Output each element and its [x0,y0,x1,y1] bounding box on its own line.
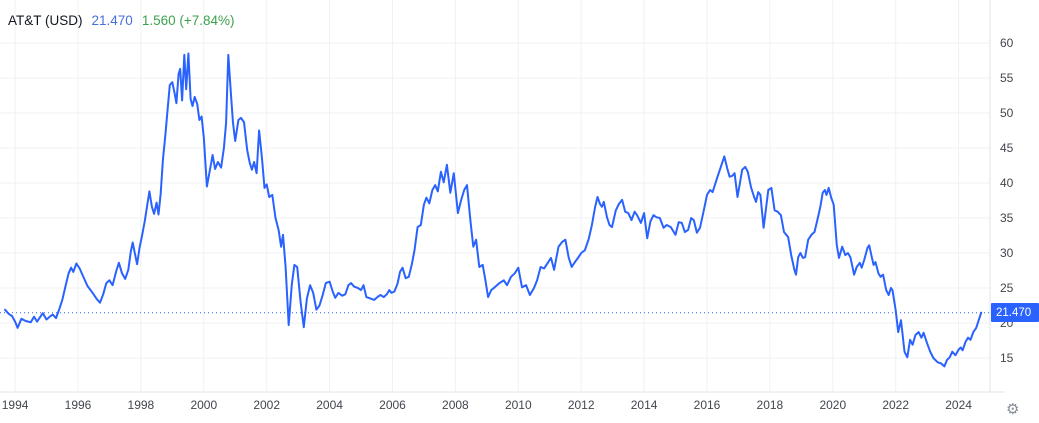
time-axis-tick-label: 1994 [1,398,29,412]
price-axis-tick-label: 35 [1000,211,1014,225]
last-price-badge-label: 21.470 [996,306,1032,319]
price-change-value: 1.560 (+7.84%) [141,13,235,28]
time-axis-tick-label: 2000 [190,398,218,412]
time-axis-tick-label: 2006 [379,398,406,412]
time-axis-tick-label: 2020 [819,398,847,412]
price-axis-tick-label: 25 [1000,281,1014,295]
time-axis-tick-label: 2016 [693,398,721,412]
time-axis-tick-label: 2002 [253,398,281,412]
price-axis-tick-label: 40 [1000,176,1014,190]
price-axis-tick-label: 30 [1000,246,1014,260]
time-axis-tick-label: 1996 [64,398,92,412]
price-axis-tick-label: 45 [1000,141,1014,155]
price-axis-tick-label: 60 [1000,36,1014,50]
price-axis-tick-label: 15 [1000,351,1014,365]
time-axis-tick-label: 2014 [630,398,658,412]
last-price-badge: 21.470 [991,303,1039,323]
time-axis-tick-label: 2012 [567,398,595,412]
price-axis-tick-label: 55 [1000,71,1014,85]
time-axis-tick-label: 2018 [756,398,784,412]
time-axis-tick-label: 2024 [945,398,972,412]
price-line-series [4,52,983,368]
symbol-title: AT&T (USD) [8,13,83,28]
time-axis-tick-label: 2008 [442,398,469,412]
last-price-value: 21.470 [91,13,133,28]
time-axis-tick-label: 2004 [316,398,343,412]
chart-header: AT&T (USD) 21.470 1.560 (+7.84%) [8,13,235,29]
time-axis-tick-label: 2022 [882,398,910,412]
time-axis-tick-label: 2010 [504,398,532,412]
gear-icon[interactable]: ⚙ [1006,400,1020,418]
time-axis-tick-label: 1998 [127,398,155,412]
price-axis-tick-label: 50 [1000,106,1014,120]
